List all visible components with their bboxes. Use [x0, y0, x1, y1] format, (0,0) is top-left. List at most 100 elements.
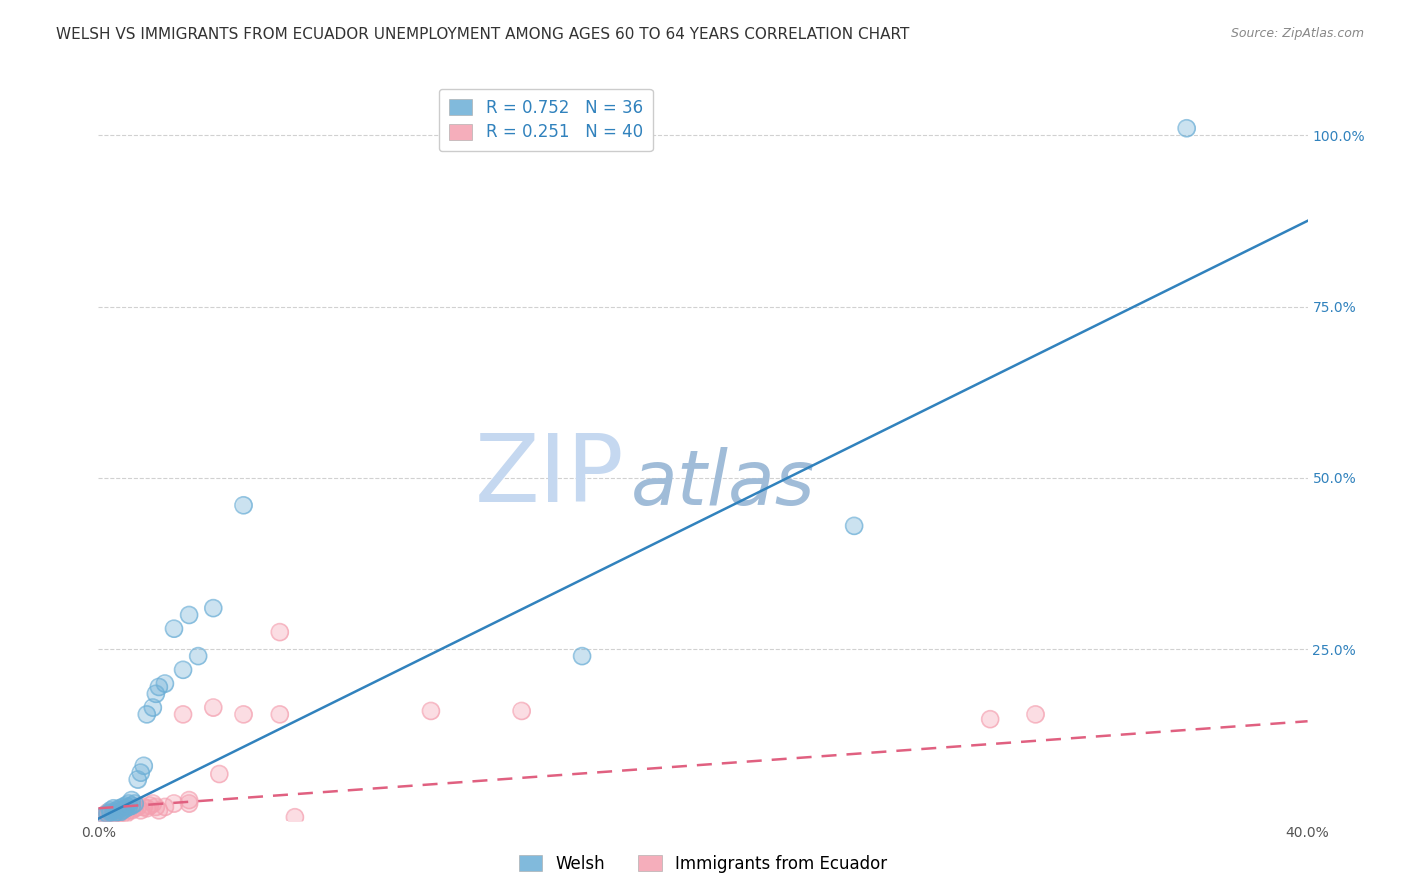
- Point: [145, 800, 167, 814]
- Point: [284, 810, 307, 824]
- Point: [93, 810, 115, 824]
- Point: [100, 805, 122, 820]
- Point: [118, 797, 141, 811]
- Point: [1024, 707, 1046, 722]
- Point: [114, 798, 136, 813]
- Point: [121, 798, 143, 813]
- Point: [103, 806, 125, 821]
- Point: [90, 810, 112, 824]
- Point: [148, 680, 170, 694]
- Point: [135, 801, 157, 815]
- Point: [153, 800, 176, 814]
- Point: [269, 707, 291, 722]
- Point: [105, 805, 128, 820]
- Point: [420, 704, 443, 718]
- Point: [269, 707, 291, 722]
- Point: [111, 800, 134, 814]
- Point: [111, 803, 134, 817]
- Point: [132, 800, 155, 814]
- Point: [139, 798, 162, 813]
- Point: [1024, 707, 1046, 722]
- Point: [202, 601, 225, 615]
- Point: [139, 798, 162, 813]
- Point: [127, 800, 149, 814]
- Legend: Welsh, Immigrants from Ecuador: Welsh, Immigrants from Ecuador: [512, 848, 894, 880]
- Point: [105, 805, 128, 820]
- Point: [571, 649, 593, 664]
- Point: [232, 498, 254, 512]
- Point: [208, 767, 231, 781]
- Point: [121, 798, 143, 813]
- Point: [202, 700, 225, 714]
- Point: [103, 805, 125, 820]
- Point: [172, 707, 194, 722]
- Point: [111, 806, 134, 821]
- Point: [121, 793, 143, 807]
- Point: [93, 808, 115, 822]
- Point: [124, 797, 146, 811]
- Point: [1175, 121, 1198, 136]
- Point: [103, 808, 125, 822]
- Point: [114, 806, 136, 821]
- Text: WELSH VS IMMIGRANTS FROM ECUADOR UNEMPLOYMENT AMONG AGES 60 TO 64 YEARS CORRELAT: WELSH VS IMMIGRANTS FROM ECUADOR UNEMPLO…: [56, 27, 910, 42]
- Point: [844, 519, 866, 533]
- Point: [111, 800, 134, 814]
- Point: [135, 707, 157, 722]
- Point: [148, 803, 170, 817]
- Point: [172, 663, 194, 677]
- Point: [142, 797, 165, 811]
- Point: [111, 803, 134, 817]
- Point: [108, 806, 131, 821]
- Point: [510, 704, 533, 718]
- Point: [179, 797, 201, 811]
- Point: [129, 765, 152, 780]
- Point: [96, 808, 118, 822]
- Point: [114, 801, 136, 815]
- Point: [187, 649, 209, 664]
- Point: [232, 707, 254, 722]
- Point: [202, 700, 225, 714]
- Point: [105, 803, 128, 817]
- Point: [163, 797, 186, 811]
- Point: [96, 805, 118, 820]
- Text: Source: ZipAtlas.com: Source: ZipAtlas.com: [1230, 27, 1364, 40]
- Point: [142, 700, 165, 714]
- Point: [96, 808, 118, 822]
- Legend: R = 0.752   N = 36, R = 0.251   N = 40: R = 0.752 N = 36, R = 0.251 N = 40: [439, 88, 652, 152]
- Point: [1175, 121, 1198, 136]
- Point: [111, 803, 134, 817]
- Point: [100, 810, 122, 824]
- Point: [510, 704, 533, 718]
- Point: [179, 607, 201, 622]
- Point: [100, 805, 122, 820]
- Point: [202, 601, 225, 615]
- Point: [142, 700, 165, 714]
- Point: [420, 704, 443, 718]
- Point: [108, 803, 131, 817]
- Point: [135, 707, 157, 722]
- Point: [114, 801, 136, 815]
- Point: [103, 805, 125, 820]
- Point: [93, 810, 115, 824]
- Point: [90, 810, 112, 824]
- Point: [114, 806, 136, 821]
- Point: [121, 803, 143, 817]
- Point: [979, 712, 1001, 726]
- Point: [105, 805, 128, 820]
- Point: [127, 772, 149, 787]
- Point: [103, 808, 125, 822]
- Point: [105, 805, 128, 820]
- Point: [105, 803, 128, 817]
- Point: [163, 622, 186, 636]
- Point: [96, 806, 118, 821]
- Point: [96, 805, 118, 820]
- Point: [103, 806, 125, 821]
- Point: [187, 649, 209, 664]
- Point: [96, 806, 118, 821]
- Point: [127, 800, 149, 814]
- Point: [172, 663, 194, 677]
- Point: [179, 793, 201, 807]
- Point: [153, 676, 176, 690]
- Point: [124, 801, 146, 815]
- Point: [145, 687, 167, 701]
